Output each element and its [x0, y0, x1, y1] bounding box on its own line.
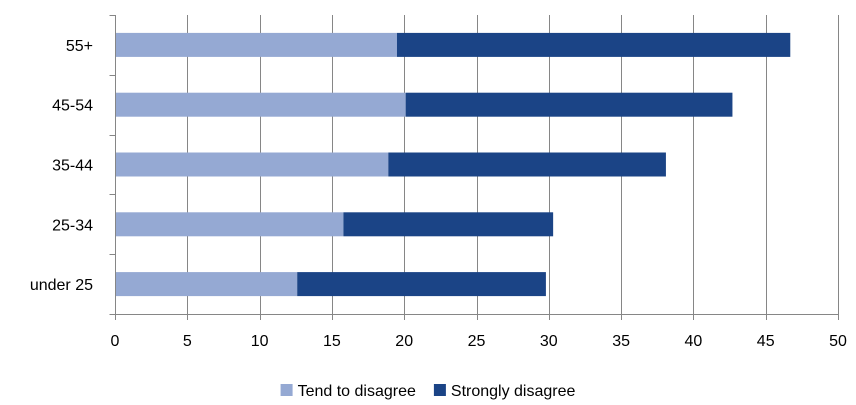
bar-under-25-strongly-disagree [297, 272, 546, 297]
legend-swatch-tend-to-disagree [280, 384, 293, 396]
x-tick-label: 45 [757, 333, 775, 350]
bars [115, 32, 791, 297]
x-tick-label: 20 [395, 333, 413, 350]
legend: Tend to disagree Strongly disagree [280, 383, 576, 400]
y-category-label: 25-34 [52, 217, 93, 234]
y-category-label: 55+ [66, 38, 93, 55]
legend-label-strongly-disagree: Strongly disagree [451, 383, 576, 400]
axes [109, 15, 839, 320]
legend-swatch-strongly-disagree [433, 384, 446, 396]
x-tick-label: 40 [685, 333, 703, 350]
x-tick-label: 15 [323, 333, 341, 350]
x-tick-label: 25 [468, 333, 486, 350]
legend-label-tend-to-disagree: Tend to disagree [298, 383, 416, 400]
bar-55+-tend-to-disagree [115, 32, 397, 57]
y-category-label: 45-54 [52, 98, 93, 115]
bar-25-34-tend-to-disagree [115, 212, 344, 237]
x-tick-label: 30 [540, 333, 558, 350]
x-tick-label: 0 [111, 333, 120, 350]
x-tick-label: 50 [829, 333, 847, 350]
y-category-label: under 25 [30, 277, 93, 294]
bar-45-54-strongly-disagree [405, 92, 733, 117]
bar-35-44-tend-to-disagree [115, 152, 389, 177]
bar-55+-strongly-disagree [396, 32, 791, 57]
x-tick-label: 35 [612, 333, 630, 350]
tick-labels: 0 5 10 15 20 25 30 35 40 45 50 55+ 45-54 35-44 25-34 un… [30, 38, 847, 350]
bar-under-25-tend-to-disagree [115, 272, 298, 297]
bar-25-34-strongly-disagree [343, 212, 554, 237]
bar-45-54-tend-to-disagree [115, 92, 406, 117]
bar-35-44-strongly-disagree [388, 152, 666, 177]
y-category-label: 35-44 [52, 158, 93, 175]
x-tick-label: 10 [251, 333, 269, 350]
x-tick-label: 5 [183, 333, 192, 350]
